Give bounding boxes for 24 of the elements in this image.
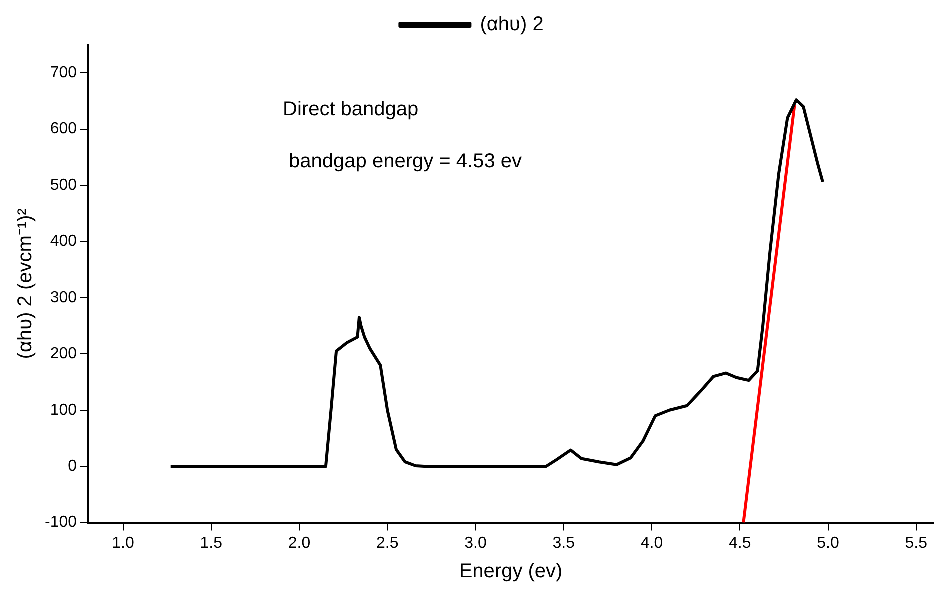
x-tick-label: 5.0 [817,534,840,552]
x-tick-label: 1.5 [200,534,223,552]
y-tick-label: 300 [50,289,78,306]
x-tick-label: 4.0 [640,534,664,552]
legend-label: (αhυ) 2 [480,14,544,36]
x-tick-label: 1.0 [112,534,134,552]
y-tick-label: 100 [50,402,78,419]
annotation: bandgap energy = 4.53 ev [289,150,522,173]
y-tick-label: 600 [50,120,78,138]
y-tick-label: 400 [50,233,78,250]
y-tick-label: -100 [44,514,78,532]
x-tick-label: 4.5 [729,534,752,552]
y-tick-label: 200 [50,346,78,363]
y-tick-label: 500 [50,176,78,194]
y-tick-label: 0 [68,458,78,475]
x-tick-label: 3.0 [464,534,487,552]
x-axis-title: Energy (ev) [459,560,563,583]
x-tick-label: 2.5 [376,534,399,552]
x-tick-label: 2.0 [288,534,311,552]
x-tick-label: 3.5 [552,534,576,552]
y-tick-label: 700 [50,64,78,82]
y-axis-title: (αhυ) 2 (evcm⁻¹)² [14,208,37,360]
x-tick-label: 5.5 [905,534,928,552]
annotation: Direct bandgap [283,98,419,121]
